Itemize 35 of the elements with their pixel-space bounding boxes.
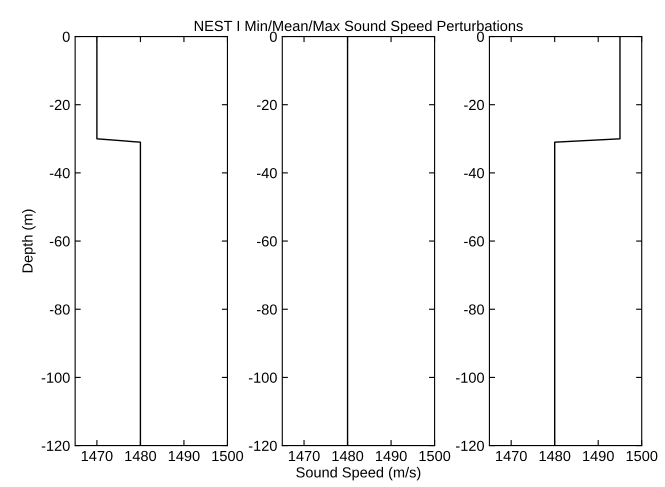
x-tick-label: 1470 <box>288 450 320 462</box>
x-tick-label: 1500 <box>419 450 450 462</box>
x-tick-label: 1480 <box>332 450 364 462</box>
x-tick-label: 1470 <box>82 450 113 462</box>
y-tick-label: -40 <box>464 168 484 178</box>
y-tick-label: -100 <box>456 372 484 383</box>
x-tick-label: 1500 <box>626 450 658 462</box>
y-tick-label: -60 <box>256 236 277 246</box>
y-tick-label: -20 <box>464 100 484 110</box>
y-tick-label: -20 <box>50 100 70 110</box>
y-tick-label: -80 <box>464 304 484 315</box>
x-tick-label: 1490 <box>168 450 200 462</box>
x-tick-label: 1480 <box>125 450 156 462</box>
x-tick-label: 1490 <box>583 450 614 462</box>
y-tick-label: -100 <box>42 372 70 383</box>
y-tick-label: -120 <box>456 440 484 452</box>
y-tick-label: -80 <box>256 304 277 315</box>
x-tick-label: 1470 <box>496 450 527 462</box>
y-tick-label: 0 <box>477 32 484 42</box>
y-tick-label: -60 <box>50 236 70 246</box>
x-tick-label: 1490 <box>376 450 407 462</box>
y-tick-label: -80 <box>50 304 70 315</box>
y-tick-label: -120 <box>248 440 277 452</box>
y-tick-label: 0 <box>62 32 70 42</box>
x-tick-label: 1500 <box>212 450 244 462</box>
y-tick-label: 0 <box>270 32 277 42</box>
x-axis-title: Sound Speed (m/s) <box>296 466 420 480</box>
y-tick-label: -20 <box>256 100 277 110</box>
y-tick-label: -100 <box>248 372 277 383</box>
y-tick-label: -60 <box>464 236 484 246</box>
y-tick-label: -40 <box>256 168 277 178</box>
y-tick-label: -40 <box>50 168 70 178</box>
x-tick-label: 1480 <box>540 450 570 462</box>
y-axis-title: Depth (m) <box>22 210 36 272</box>
y-tick-label: -120 <box>42 440 70 452</box>
